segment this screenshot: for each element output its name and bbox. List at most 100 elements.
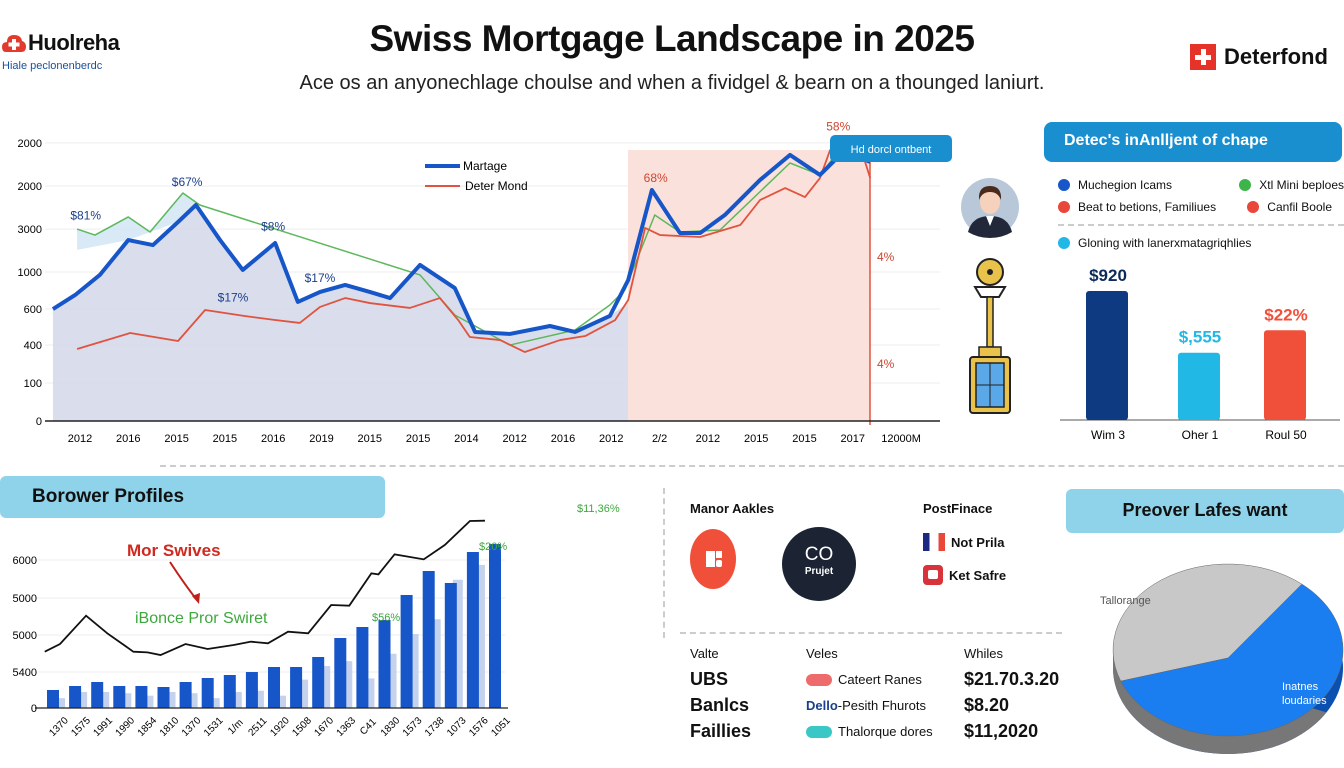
row-desc: Thalorque dores [838,723,933,739]
right-panel-header: Detec's inAnlljent of chape [1044,122,1342,162]
bar [466,552,479,708]
bar-light [121,693,132,708]
data-label: $81% [70,208,101,222]
legend-item: Canfil Boole [1247,200,1332,214]
bar-light [342,661,353,708]
x-tick-label: 1508 [290,715,314,739]
legend-label: Muchegion Icams [1078,178,1173,192]
bar-light [298,679,309,708]
data-label: $67% [172,175,203,189]
legend-dot-icon [1239,179,1252,191]
x-tick-label: 1830 [379,715,403,739]
bar [378,619,391,708]
section-header-borrower-profiles: Borower Profiles [0,476,385,518]
bank-app-icon [923,565,943,585]
page-title: Swiss Mortgage Landscape in 2025 [369,18,976,59]
bar-light [452,579,463,708]
y-tick-label: 600 [24,304,42,316]
x-tick-label: 2015 [358,433,382,445]
bar-light [165,691,176,708]
bank-building-icon [706,551,722,567]
data-label: 4% [877,357,895,371]
x-tick-label: 1810 [158,715,182,739]
row-value: $8.20 [964,694,1010,715]
logo-left-tagline: Hiale peclonenberdc [2,60,103,72]
y-tick-label: 2000 [18,138,42,150]
x-tick-label: 2015 [164,433,188,445]
bar-value-label: $,555 [1179,328,1222,347]
bar-light [408,633,419,708]
red-cloud-cross-icon [2,35,26,52]
x-tick-label: 2017 [841,433,865,445]
x-tick-label: Oher 1 [1182,428,1219,442]
bank-logo-red[interactable] [690,529,736,589]
section-divider [160,465,1344,467]
divider [1058,224,1344,226]
postfinance-heading: PostFinace [923,501,993,516]
row-value: $21.70.3.20 [964,668,1060,689]
x-tick-label: 1670 [313,715,337,739]
x-tick-label: 1/m [226,717,246,737]
bar [201,678,214,708]
bank-logo-co-line1: CO [804,544,834,565]
bar-light [231,691,242,708]
row-desc-prefix: Dello [806,697,838,713]
data-label: $17% [218,290,249,304]
y-tick-label: 3000 [18,224,42,236]
banks-heading: Manor Aakles [690,501,775,516]
bank-rates-table: Valte Veles Whiles UBS Cateert Ranes $21… [690,640,1070,744]
bar-light [276,695,286,708]
pie-slice [1120,583,1344,737]
table-row: Banlcs Dello-Pesith Fhurots $8.20 [690,692,1070,718]
postfinance-item-label: Ket Safre [949,567,1007,583]
bar [1178,352,1220,420]
x-tick-label: 2012 [68,433,92,445]
y-tick-label: 5000 [13,630,37,642]
x-tick-label: Roul 50 [1265,428,1307,442]
y-tick-label: 2000 [18,181,42,193]
divider [663,488,665,638]
annotation-ibonce: iBonce Pror Swiret [135,610,268,627]
data-label: $17% [305,271,336,285]
callout-text: Hd dorcl ontbent [851,144,932,156]
bar-light [209,698,220,708]
data-label: 58% [826,119,850,133]
bar [268,667,280,708]
swiss-flag-icon [1190,44,1216,70]
postfinance-item[interactable]: Not Prila [923,533,1004,551]
legend-label: Gloning with lanerxmatagriqhlies [1078,236,1252,250]
x-tick-label: 2015 [406,433,430,445]
y-tick-label: 6000 [13,555,37,567]
arrow-head-icon [192,593,200,604]
x-tick-label: 1920 [268,715,292,739]
x-tick-label: C41 [358,716,379,737]
bar [69,685,82,708]
bar-light [320,666,331,708]
x-tick-label: 1991 [92,715,116,739]
row-name: Faillies [690,720,752,741]
y-tick-label: 5000 [13,593,37,605]
table-header: Whiles [964,645,1004,661]
annotation-arrow-icon [169,561,198,601]
x-tick-label: 2016 [261,433,285,445]
legend-label-deter-mond: Deter Mond [465,179,528,193]
bar [245,672,258,708]
flag-icon [923,533,945,551]
x-tick-label: 1051 [489,715,513,739]
y-tick-label: 100 [24,378,42,390]
logo-left-name: Huolreha [28,30,120,55]
postfinance-item-label: Not Prila [951,534,1005,550]
postfinance-item[interactable]: Ket Safre [923,565,1006,585]
bar [179,682,192,708]
x-tick-label: 2012 [599,433,623,445]
series-line-mortgage [51,148,872,336]
bar [113,685,126,708]
x-tick-label: 2012 [502,433,526,445]
x-tick-label: 1370 [47,715,71,739]
bar [334,637,347,708]
bar [312,656,325,708]
bank-logo-co[interactable]: CO Prujet [782,527,856,601]
bar-light [430,619,441,708]
legend-item: Beat to betions, Familiues [1058,200,1216,214]
bar-value-label: $22% [1264,305,1307,324]
